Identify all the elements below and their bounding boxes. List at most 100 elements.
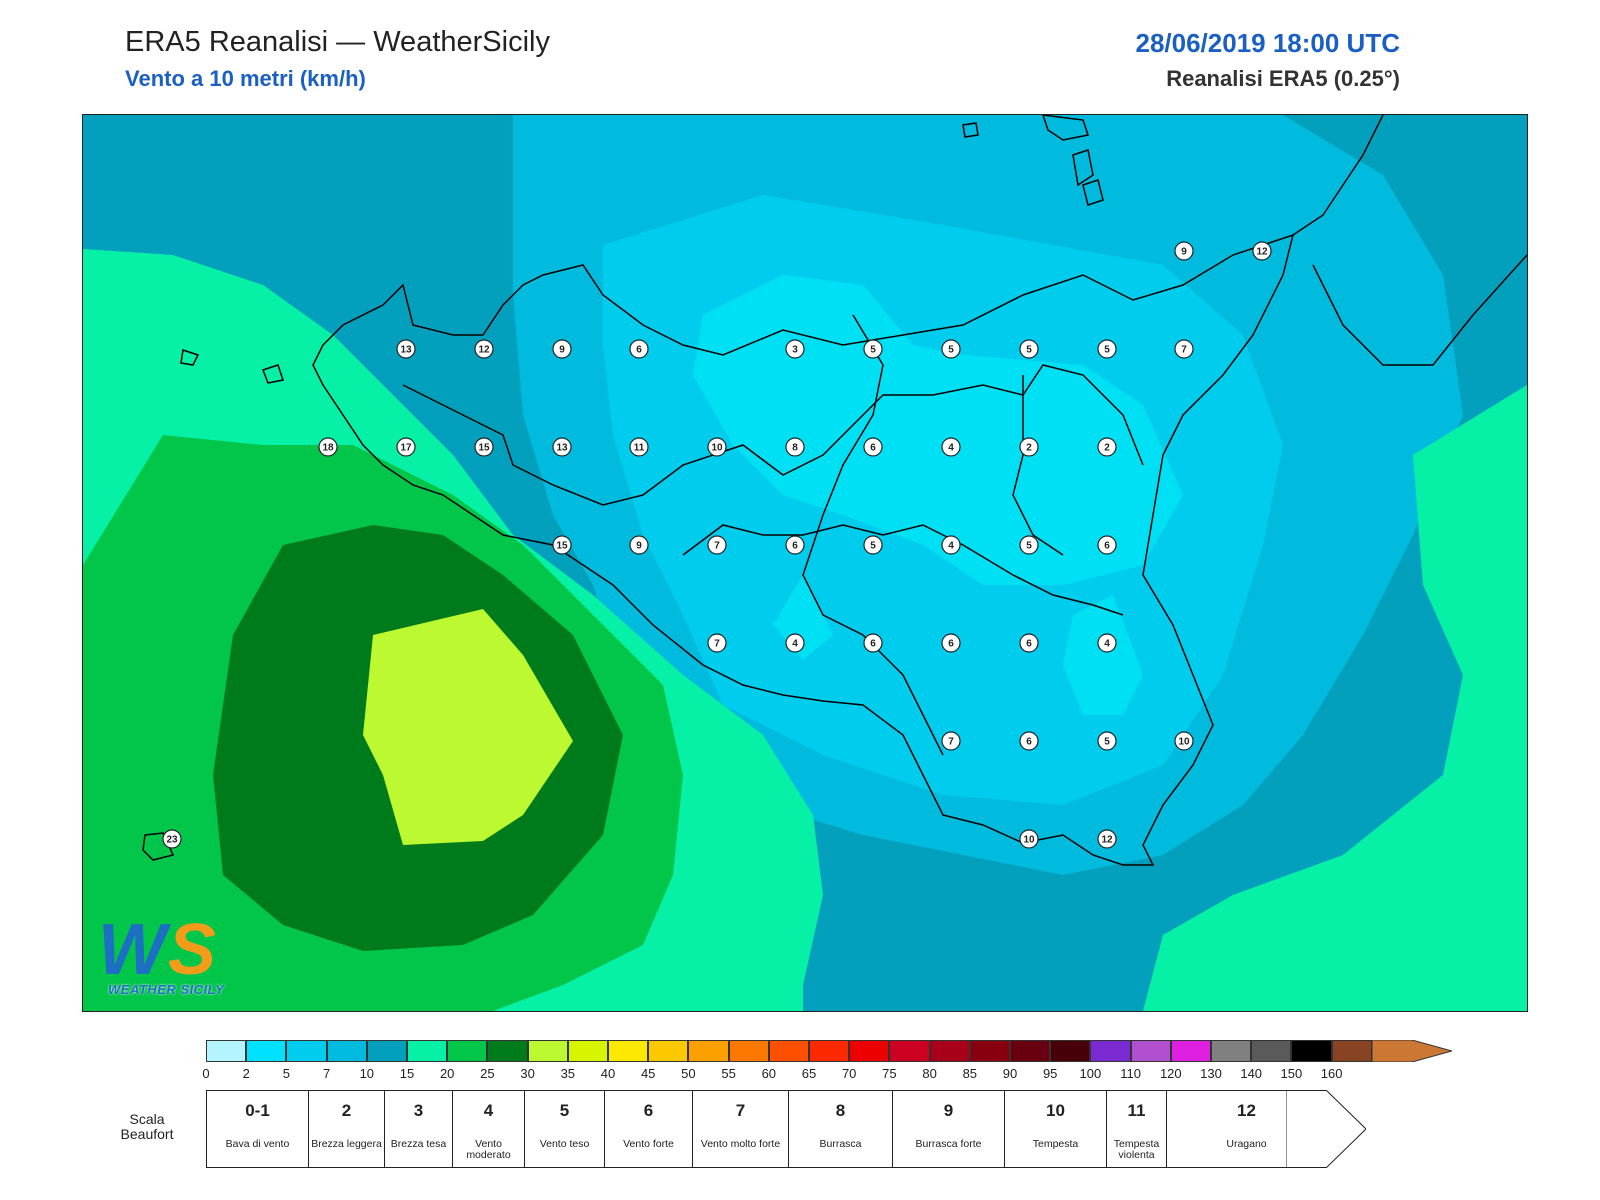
beaufort-number: 5 <box>559 1101 570 1120</box>
station-marker: 7 <box>707 633 727 653</box>
beaufort-number: 3 <box>413 1101 424 1120</box>
station-marker: 8 <box>785 437 805 457</box>
scale-tick: 5 <box>282 1066 291 1081</box>
station-value: 6 <box>1026 639 1032 650</box>
scale-swatch <box>608 1040 649 1062</box>
station-circle <box>785 633 805 653</box>
station-circle <box>941 339 961 359</box>
wind-map: 13 12 9 6 3 5 5 5 5 7 18 17 15 13 11 10 8 6 4 2 2 15 9 7 6 5 4 5 6 7 4… <box>82 114 1528 1012</box>
scale-swatch <box>1331 1040 1372 1062</box>
station-value: 7 <box>714 541 720 552</box>
station-value: 9 <box>1181 247 1187 258</box>
station-value: 6 <box>870 639 876 650</box>
station-value: 7 <box>714 639 720 650</box>
station-marker: 15 <box>552 535 572 555</box>
station-circle <box>941 437 961 457</box>
island-3 <box>142 832 175 861</box>
beaufort-number: 6 <box>643 1101 654 1120</box>
station-marker: 5 <box>1097 339 1117 359</box>
beaufort-name: Uragano <box>1226 1138 1267 1150</box>
island-aeolian-4 <box>1082 179 1104 206</box>
station-value: 9 <box>559 345 565 356</box>
station-marker: 9 <box>629 535 649 555</box>
scale-tick: 30 <box>520 1066 535 1081</box>
station-circle <box>941 731 961 751</box>
station-marker: 6 <box>1097 535 1117 555</box>
scale-tick: 110 <box>1120 1066 1141 1081</box>
station-value: 4 <box>792 639 798 650</box>
station-marker: 2 <box>1019 437 1039 457</box>
station-value: 5 <box>1026 345 1032 356</box>
station-circle <box>1097 535 1117 555</box>
station-circle <box>629 437 649 457</box>
station-markers: 13 12 9 6 3 5 5 5 5 7 18 17 15 13 11 10 8 6 4 2 2 15 9 7 6 5 4 5 6 7 4… <box>162 241 1272 849</box>
station-marker: 4 <box>1097 633 1117 653</box>
station-marker: 4 <box>941 437 961 457</box>
scale-tick: 10 <box>359 1066 375 1081</box>
station-marker: 5 <box>1019 339 1039 359</box>
scale-tick: 25 <box>480 1066 495 1081</box>
wind-field-svg: 13 12 9 6 3 5 5 5 5 7 18 17 15 13 11 10 8 6 4 2 2 15 9 7 6 5 4 5 6 7 4… <box>83 115 1527 1011</box>
station-circle <box>552 535 572 555</box>
station-marker: 4 <box>785 633 805 653</box>
scale-swatch <box>246 1040 287 1062</box>
scale-tick: 45 <box>640 1066 656 1081</box>
station-value: 6 <box>1104 541 1110 552</box>
station-circle <box>1174 339 1194 359</box>
scale-swatch <box>407 1040 448 1062</box>
beaufort-scale: 0-1 Bava di vento 2 Brezza leggera 3 Brezza t… <box>206 1090 1406 1168</box>
station-value: 10 <box>1178 737 1190 748</box>
scale-tick: 95 <box>1042 1066 1058 1081</box>
station-marker: 6 <box>1019 633 1039 653</box>
station-circle <box>1097 829 1117 849</box>
station-circle <box>396 339 416 359</box>
station-value: 8 <box>792 443 798 454</box>
station-marker: 12 <box>474 339 494 359</box>
station-circle <box>162 829 182 849</box>
station-value: 6 <box>870 443 876 454</box>
station-circle <box>1019 437 1039 457</box>
beaufort-level: 10 Tempesta <box>1004 1090 1106 1168</box>
station-circle <box>1019 731 1039 751</box>
scale-tick: 85 <box>962 1066 978 1081</box>
station-marker: 6 <box>785 535 805 555</box>
station-marker: 12 <box>1097 829 1117 849</box>
inner-boundary-4 <box>1012 375 1064 556</box>
station-marker: 17 <box>396 437 416 457</box>
station-value: 13 <box>400 345 412 356</box>
station-circle <box>1019 633 1039 653</box>
beaufort-level: 0-1 Bava di vento <box>206 1090 308 1168</box>
scale-swatch <box>768 1040 809 1062</box>
scale-arrow <box>1372 1040 1452 1062</box>
station-value: 18 <box>322 443 334 454</box>
beaufort-number: 4 <box>483 1101 494 1120</box>
station-circle <box>863 633 883 653</box>
beaufort-number: 10 <box>1046 1101 1065 1120</box>
station-marker: 5 <box>863 339 883 359</box>
station-marker: 13 <box>552 437 572 457</box>
scale-tick: 20 <box>439 1066 455 1081</box>
beaufort-name: Brezza leggera <box>311 1138 382 1150</box>
station-value: 4 <box>1104 639 1110 650</box>
scale-tick: 15 <box>399 1066 415 1081</box>
station-circle <box>629 339 649 359</box>
station-marker: 7 <box>941 731 961 751</box>
scale-swatch <box>1211 1040 1252 1062</box>
station-marker: 5 <box>941 339 961 359</box>
station-circle <box>1097 731 1117 751</box>
scale-tick: 150 <box>1280 1066 1303 1081</box>
inner-boundary-3 <box>802 314 944 756</box>
station-circle <box>318 437 338 457</box>
beaufort-number: 7 <box>735 1101 746 1120</box>
beaufort-level: 8 Burrasca <box>788 1090 892 1168</box>
station-marker: 6 <box>629 339 649 359</box>
station-value: 6 <box>792 541 798 552</box>
map-title: ERA5 Reanalisi — WeatherSicily <box>125 26 550 58</box>
station-marker: 6 <box>863 437 883 457</box>
station-value: 12 <box>1101 835 1113 846</box>
island-aeolian-1 <box>962 122 979 138</box>
station-marker: 12 <box>1252 241 1272 261</box>
scale-swatch <box>326 1040 367 1062</box>
beaufort-number: 9 <box>943 1101 954 1120</box>
station-value: 12 <box>478 345 490 356</box>
